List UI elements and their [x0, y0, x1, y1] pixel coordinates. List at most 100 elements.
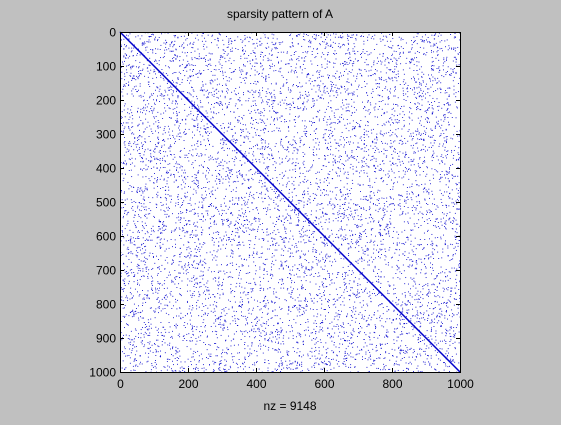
nonzero-dot [280, 370, 282, 372]
nonzero-dot [124, 305, 126, 306]
nonzero-dot [441, 340, 443, 342]
nonzero-dot [143, 203, 145, 205]
nonzero-dot [412, 229, 414, 231]
nonzero-dot [348, 202, 350, 204]
nonzero-dot [247, 332, 249, 334]
nonzero-dot [338, 237, 340, 239]
nonzero-dot [133, 75, 135, 77]
nonzero-dot [355, 166, 357, 168]
nonzero-dot [415, 180, 417, 182]
nonzero-dot [370, 239, 372, 241]
nonzero-dot [131, 268, 133, 270]
nonzero-dot [367, 75, 369, 77]
nonzero-dot [312, 222, 314, 224]
nonzero-dot [320, 97, 322, 99]
nonzero-dot [228, 348, 230, 350]
nonzero-dot [412, 160, 414, 162]
nonzero-dot [346, 119, 348, 120]
nonzero-dot [262, 223, 264, 224]
nonzero-dot [425, 54, 427, 56]
nonzero-dot [192, 89, 194, 91]
nonzero-dot [397, 364, 399, 366]
nonzero-dot [339, 343, 341, 345]
nonzero-dot [410, 108, 412, 110]
nonzero-dot [427, 109, 429, 111]
nonzero-dot [417, 312, 419, 314]
nonzero-dot [331, 279, 333, 281]
nonzero-dot [413, 164, 415, 166]
nonzero-dot [225, 195, 226, 197]
nonzero-dot [459, 135, 461, 137]
nonzero-dot [396, 264, 398, 266]
nonzero-dot [158, 64, 160, 66]
nonzero-dot [295, 204, 297, 205]
nonzero-dot [299, 309, 301, 310]
nonzero-dot [453, 134, 455, 136]
nonzero-dot [369, 354, 371, 356]
nonzero-dot [374, 145, 376, 147]
nonzero-dot [380, 353, 381, 355]
nonzero-dot [224, 365, 226, 367]
nonzero-dot [300, 263, 302, 265]
nonzero-dot [133, 216, 135, 218]
nonzero-dot [230, 255, 232, 257]
nonzero-dot [177, 103, 179, 105]
nonzero-dot [124, 348, 126, 350]
nonzero-dot [426, 112, 427, 114]
nonzero-dot [200, 106, 202, 108]
nonzero-dot [437, 109, 439, 111]
nonzero-dot [154, 262, 156, 264]
nonzero-dot [158, 143, 159, 145]
nonzero-dot [348, 157, 350, 159]
nonzero-dot [227, 53, 229, 55]
nonzero-dot [177, 95, 179, 97]
nonzero-dot [437, 237, 439, 238]
nonzero-dot [344, 229, 346, 231]
nonzero-dot [426, 310, 428, 312]
nonzero-dot [281, 75, 283, 77]
nonzero-dot [138, 95, 140, 97]
nonzero-dot [133, 240, 135, 242]
nonzero-dot [458, 263, 460, 265]
nonzero-dot [245, 74, 247, 76]
nonzero-dot [316, 316, 318, 318]
nonzero-dot [443, 62, 444, 64]
nonzero-dot [273, 70, 275, 72]
nonzero-dot [134, 358, 136, 359]
nonzero-dot [324, 222, 326, 223]
nonzero-dot [212, 311, 214, 313]
nonzero-dot [297, 216, 299, 218]
nonzero-dot [368, 113, 370, 115]
nonzero-dot [393, 107, 394, 109]
nonzero-dot [219, 283, 221, 285]
nonzero-dot [121, 287, 122, 289]
nonzero-dot [362, 101, 363, 103]
nonzero-dot [411, 183, 413, 185]
nonzero-dot [269, 123, 271, 125]
nonzero-dot [299, 351, 301, 353]
nonzero-dot [188, 160, 190, 162]
nonzero-dot [244, 137, 246, 139]
nonzero-dot [342, 229, 343, 231]
nonzero-dot [448, 352, 449, 354]
nonzero-dot [402, 307, 404, 309]
nonzero-dot [306, 170, 308, 172]
nonzero-dot [260, 56, 261, 58]
nonzero-dot [146, 361, 148, 363]
nonzero-dot [348, 81, 350, 83]
nonzero-dot [337, 313, 339, 315]
nonzero-dot [385, 72, 387, 74]
nonzero-dot [177, 36, 179, 38]
nonzero-dot [381, 125, 383, 127]
nonzero-dot [213, 322, 215, 324]
nonzero-dot [329, 118, 331, 120]
nonzero-dot [390, 140, 392, 142]
nonzero-dot [407, 222, 409, 224]
nonzero-dot [378, 367, 379, 369]
nonzero-dot [320, 368, 322, 370]
nonzero-dot [171, 370, 173, 372]
nonzero-dot [350, 37, 352, 38]
nonzero-dot [391, 113, 393, 115]
nonzero-dot [365, 199, 367, 201]
nonzero-dot [176, 351, 178, 353]
